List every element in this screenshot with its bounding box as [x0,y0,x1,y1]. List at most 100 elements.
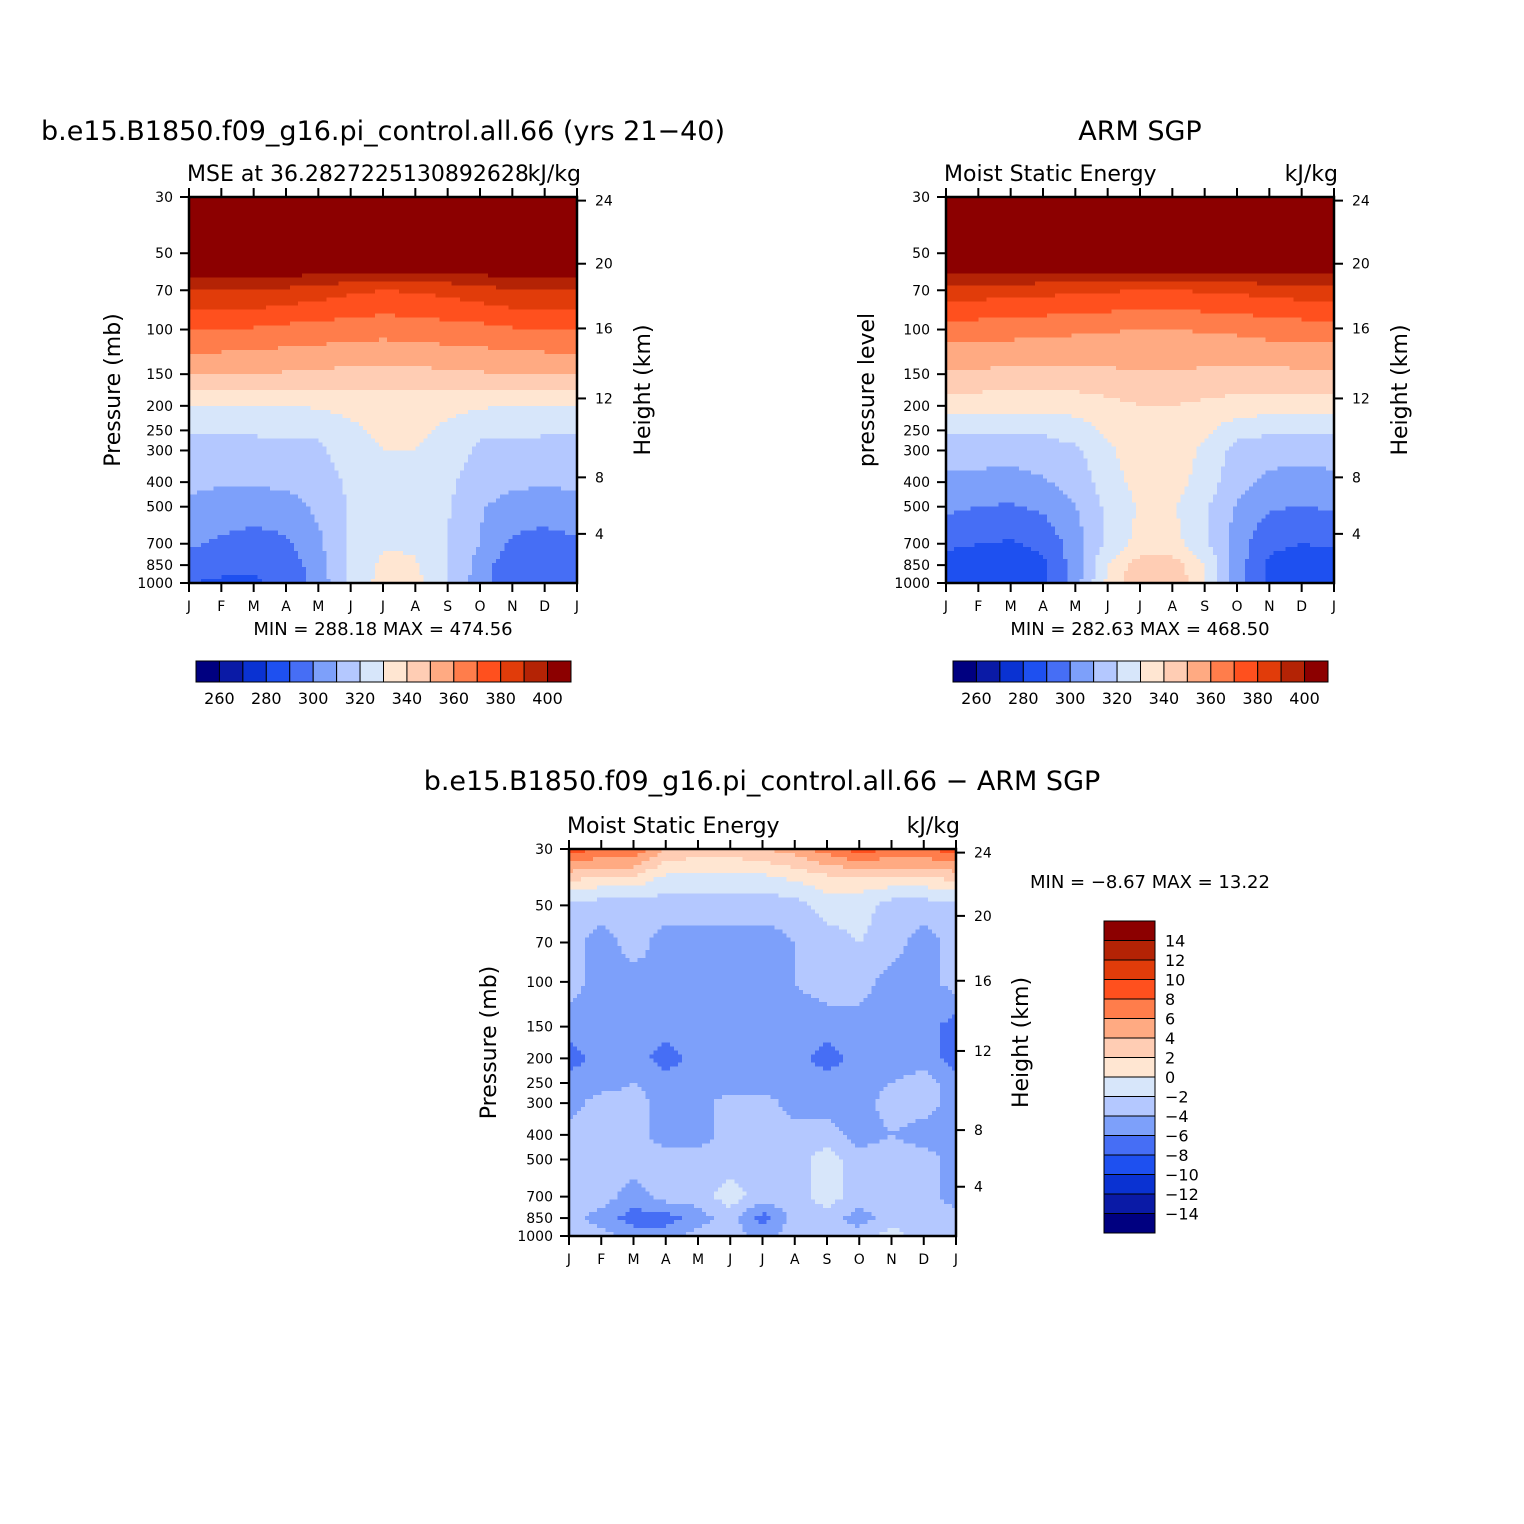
field-cell [524,261,530,266]
field-cell [423,261,429,266]
field-cell [314,297,319,303]
field-cell [427,349,433,355]
field-cell [265,289,271,295]
field-cell [455,285,461,291]
field-cell [411,349,416,355]
field-cell [229,305,235,311]
field-cell [439,385,445,391]
field-cell [362,321,368,327]
field-cell [350,241,356,246]
field-cell [273,398,279,403]
field-cell [334,309,340,315]
field-cell [197,337,202,343]
field-cell [330,390,336,395]
field-cell [419,217,425,222]
field-cell [358,225,364,230]
field-cell [217,333,222,339]
field-cell [560,241,566,246]
field-cell [403,265,408,270]
field-cell [237,390,243,395]
field-cell [366,201,372,206]
field-cell [536,349,542,355]
field-cell [471,205,477,210]
field-cell [383,281,388,287]
field-cell [217,353,222,359]
field-cell [407,305,412,311]
field-cell [229,245,235,250]
field-cell [568,289,574,295]
field-cell [221,321,226,327]
field-cell [471,337,477,343]
field-cell [548,249,554,254]
field-cell [480,309,485,315]
field-cell [237,257,243,262]
field-cell [419,269,425,274]
field-cell [471,217,477,222]
field-cell [253,253,259,258]
field-cell [415,321,420,327]
field-cell [492,398,497,403]
field-cell [528,241,534,246]
field-cell [265,390,271,395]
field-cell [383,197,388,202]
field-cell [217,269,222,274]
field-cell [443,313,449,319]
field-cell [189,305,194,311]
field-cell [475,398,481,403]
field-cell [459,257,465,262]
field-cell [302,281,307,287]
field-cell [516,345,522,351]
field-cell [354,249,360,254]
field-cell [528,381,534,387]
field-cell [463,265,469,270]
field-cell [286,233,291,238]
field-cell [338,373,344,379]
field-cell [225,337,231,343]
field-cell [419,313,425,319]
field-cell [273,289,279,295]
field-cell [213,225,218,230]
field-cell [265,333,271,339]
field-cell [334,229,340,234]
field-cell [290,221,295,226]
field-cell [471,357,477,363]
field-cell [366,317,372,323]
field-cell [233,365,239,371]
field-cell [532,285,538,291]
field-cell [463,398,469,403]
field-cell [298,369,303,375]
field-cell [233,325,239,331]
field-cell [463,205,469,210]
field-cell [387,265,392,270]
field-cell [512,377,517,383]
field-cell [451,345,457,351]
field-cell [431,313,437,319]
field-cell [269,349,275,355]
field-cell [419,353,425,359]
field-cell [475,390,481,395]
field-cell [189,345,194,351]
field-cell [290,265,295,270]
field-cell [350,209,356,214]
field-cell [471,390,477,395]
field-cell [189,221,194,226]
field-cell [496,361,501,367]
field-cell [387,205,392,210]
field-cell [346,225,352,230]
field-cell [572,341,578,347]
field-cell [544,377,550,383]
field-cell [350,317,356,323]
field-cell [209,285,214,291]
field-cell [383,241,388,246]
field-cell [387,349,392,355]
field-cell [205,197,210,202]
field-cell [326,253,332,258]
field-cell [480,325,485,331]
field-cell [257,265,263,270]
field-cell [286,297,291,303]
field-cell [560,245,566,250]
field-cell [261,373,267,379]
field-cell [540,277,546,283]
field-cell [318,257,323,262]
field-cell [237,317,243,323]
